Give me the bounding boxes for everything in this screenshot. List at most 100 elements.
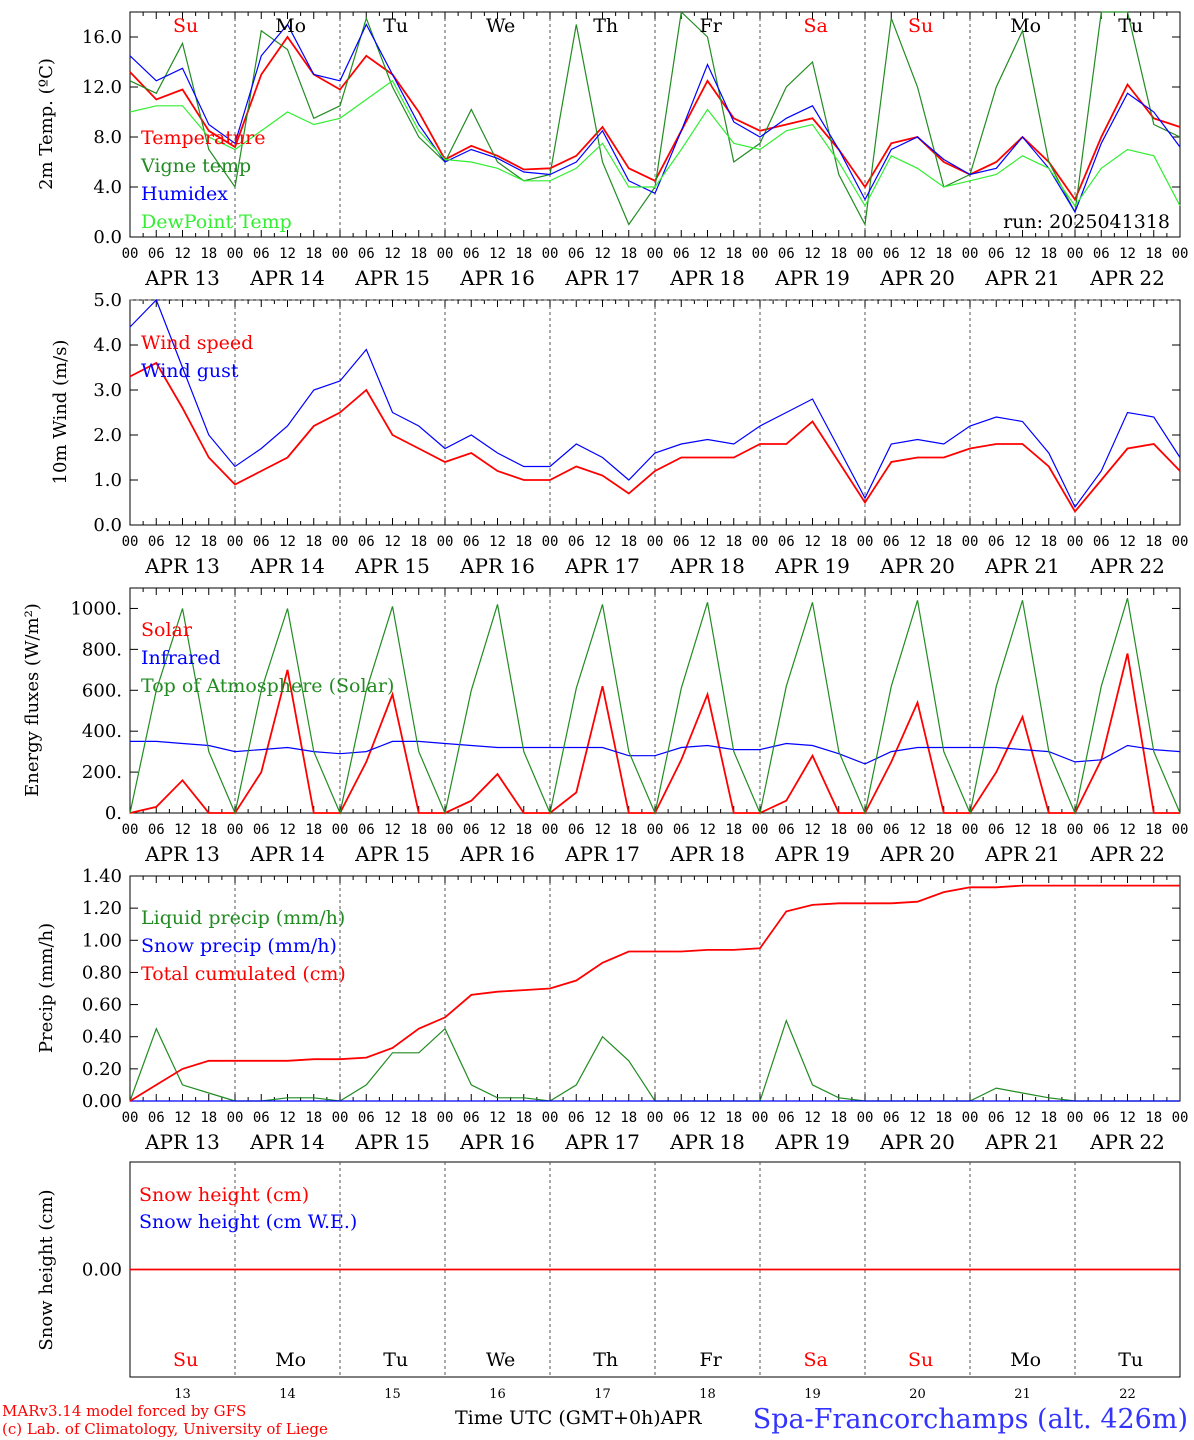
hour-label: 06 [1093,1110,1110,1126]
hour-label: 06 [988,246,1005,262]
hour-label: 18 [1145,822,1162,838]
hour-label: 06 [148,534,165,550]
series-top-of-atmosphere-solar- [129,598,1181,815]
hour-label: 12 [489,534,506,550]
hour-label: 00 [857,246,874,262]
date-label: APR 14 [249,266,325,290]
hour-label: 00 [1067,1110,1084,1126]
y-tick-label: 2.0 [93,425,122,446]
hour-label: 00 [962,534,979,550]
hour-label: 00 [227,822,244,838]
hour-label: 06 [673,1110,690,1126]
hour-label: 06 [463,822,480,838]
hour-label: 06 [988,1110,1005,1126]
hour-label: 06 [463,1110,480,1126]
hour-label: 06 [673,822,690,838]
hour-label: 00 [962,246,979,262]
hour-label: 06 [358,1110,375,1126]
hour-label: 12 [279,1110,296,1126]
hour-label: 06 [1093,534,1110,550]
hour-label: 18 [305,822,322,838]
day-number: 15 [384,1387,401,1402]
legend-humidex: Humidex [141,183,228,205]
hour-label: 18 [935,1110,952,1126]
hour-label: 12 [489,1110,506,1126]
day-gridlines [234,876,1076,1101]
hour-label: 12 [909,822,926,838]
date-label: APR 14 [249,842,325,866]
hour-label: 06 [988,822,1005,838]
y-tick-label: 0.00 [82,1091,122,1112]
weekday-label: Su [173,15,198,37]
date-label: APR 18 [669,842,745,866]
hour-label: 18 [725,246,742,262]
weekday-label: We [486,1349,515,1371]
date-label: APR 19 [774,842,850,866]
date-label: APR 13 [144,1130,220,1154]
y-tick-label: 0.80 [82,962,122,983]
hour-label: 12 [384,1110,401,1126]
weekday-label: Fr [700,15,723,37]
weekday-label: Su [908,1349,933,1371]
hour-label: 12 [1119,822,1136,838]
day-number-labels: 13 14 15 16 17 18 19 20 21 22 [174,1387,1136,1402]
date-labels: APR 13 APR 14 APR 15 APR 16 APR 17 APR 18 APR … [144,842,1165,866]
hour-label: 00 [227,1110,244,1126]
y-tick-label: 800. [82,639,122,660]
legend-dewpoint: DewPoint Temp [141,211,292,233]
y-tick-label: 200. [82,762,122,783]
y-tick-label: 0.40 [82,1027,122,1048]
hour-label: 18 [515,534,532,550]
x-ticks [129,300,1181,525]
hour-label: 18 [1040,534,1057,550]
hour-label: 18 [620,822,637,838]
hour-label: 18 [725,534,742,550]
y-axis-title: 10m Wind (m/s) [50,340,71,485]
hour-label: 00 [332,822,349,838]
date-label: APR 16 [459,554,535,578]
hour-label: 00 [122,246,139,262]
hour-label: 12 [1014,1110,1031,1126]
hour-label: 00 [437,1110,454,1126]
footer-model: MARv3.14 model forced by GFS [2,1402,246,1420]
date-label: APR 20 [879,266,955,290]
hour-label: 12 [909,1110,926,1126]
date-label: APR 21 [984,266,1060,290]
y-axis-title: Precip (mm/h) [36,923,57,1053]
date-label: APR 22 [1089,842,1165,866]
weekday-label: Fr [700,1349,723,1371]
hour-label: 18 [935,822,952,838]
y-tick-label: 1.0 [93,470,122,491]
hour-label: 06 [148,246,165,262]
y-tick-label: 0.00 [82,1260,122,1281]
date-labels: APR 13 APR 14 APR 15 APR 16 APR 17 APR 18 APR … [144,1130,1165,1154]
date-label: APR 19 [774,554,850,578]
hour-label: 06 [883,246,900,262]
date-label: APR 16 [459,266,535,290]
hour-label: 18 [620,1110,637,1126]
hour-label: 00 [1067,246,1084,262]
y-ticks: 0.0 4.0 8.0 12.0 16.0 [82,27,1180,248]
hour-label: 06 [883,822,900,838]
legend-temperature: Temperature [141,127,265,149]
date-label: APR 17 [564,842,640,866]
hour-label: 06 [673,246,690,262]
date-label: APR 21 [984,842,1060,866]
hour-label: 00 [542,246,559,262]
hour-label: 18 [410,822,427,838]
weekday-label: Th [593,1349,618,1371]
day-number: 22 [1119,1387,1136,1402]
legend-infrared: Infrared [141,647,221,669]
hour-label: 18 [1145,246,1162,262]
hour-label: 06 [148,822,165,838]
y-tick-label: 400. [82,721,122,742]
day-number: 13 [174,1387,191,1402]
hour-label: 18 [725,1110,742,1126]
panel-temperature: 0.0 4.0 8.0 12.0 16.0 Su Mo Tu We Th Fr Sa Su Mo Tu 2… [36,10,1188,290]
date-label: APR 22 [1089,554,1165,578]
y-tick-label: 4.0 [93,177,122,198]
day-number: 14 [279,1387,296,1402]
series-wind-gust [129,298,1181,509]
hour-label: 18 [725,822,742,838]
